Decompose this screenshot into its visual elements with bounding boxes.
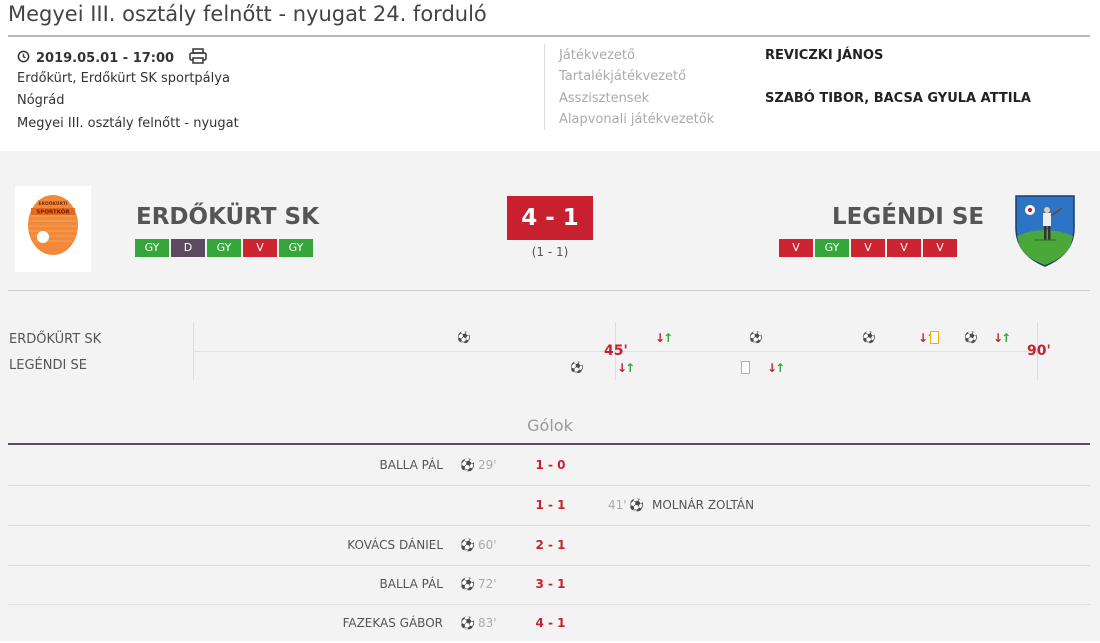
substitution-icon[interactable]: ↓↑ xyxy=(617,361,635,375)
goal-ball-icon[interactable]: ⚽ xyxy=(862,331,876,344)
timeline-away-label: LEGÉNDI SE xyxy=(9,358,87,373)
home-team-name[interactable]: ERDŐKÜRT SK xyxy=(136,204,319,230)
timeline-home-label: ERDŐKÜRT SK xyxy=(9,332,102,347)
form-badge: GY xyxy=(135,239,169,257)
goal-ball-icon[interactable]: ⚽ xyxy=(570,361,584,374)
goal-ball-icon: ⚽ xyxy=(460,577,475,591)
goal-home-minute: 83' xyxy=(478,616,497,630)
reserve-referee-label: Tartalékjátékvezető xyxy=(559,69,687,84)
form-badge: V xyxy=(923,239,957,257)
goal-ball-icon: ⚽ xyxy=(629,498,644,512)
goal-ball-icon[interactable]: ⚽ xyxy=(964,331,978,344)
goal-home-minute: 60' xyxy=(478,538,497,552)
form-badge: V xyxy=(243,239,277,257)
goal-away-player[interactable]: MOLNÁR ZOLTÁN xyxy=(652,498,755,512)
line-referees-label: Alapvonali játékvezetők xyxy=(559,112,715,127)
form-badge: V xyxy=(851,239,885,257)
info-divider xyxy=(544,44,545,130)
goal-ball-icon: ⚽ xyxy=(460,538,475,552)
goal-away-minute: 41' xyxy=(608,498,627,512)
assistants-label: Asszisztensek xyxy=(559,91,650,106)
away-team-logo[interactable] xyxy=(1010,190,1080,270)
clock-icon xyxy=(17,50,30,67)
goal-home-player[interactable]: BALLA PÁL xyxy=(379,577,443,591)
match-datetime-row: 2019.05.01 - 17:00 xyxy=(17,48,208,68)
substitution-icon[interactable]: ↓↑ xyxy=(767,361,785,375)
goal-row: KOVÁCS DÁNIEL ⚽ 60' 2 - 1 xyxy=(8,526,1090,566)
substitution-icon[interactable]: ↓↑ xyxy=(655,331,673,345)
final-score: 4 - 1 xyxy=(507,196,593,240)
print-icon[interactable] xyxy=(188,48,208,68)
substitution-icon[interactable]: ↓↑ xyxy=(993,331,1011,345)
timeline-axis xyxy=(194,351,1037,352)
form-badge: V xyxy=(887,239,921,257)
away-team-name[interactable]: LEGÉNDI SE xyxy=(832,204,985,230)
form-badge: GY xyxy=(279,239,313,257)
timeline-end-line xyxy=(1037,322,1038,380)
goal-home-player[interactable]: KOVÁCS DÁNIEL xyxy=(347,538,443,552)
timeline-start-line xyxy=(193,322,194,380)
goal-row: BALLA PÁL ⚽ 29' 1 - 0 xyxy=(8,446,1090,486)
goal-ball-icon: ⚽ xyxy=(460,616,475,630)
goal-ball-icon: ⚽ xyxy=(460,458,475,472)
halftime-score: (1 - 1) xyxy=(531,245,569,259)
header-divider xyxy=(8,290,1090,291)
yellow-card-icon[interactable] xyxy=(930,331,939,344)
assistants-names: SZABÓ TIBOR, BACSA GYULA ATTILA xyxy=(765,91,1031,106)
yellow-card-icon[interactable] xyxy=(741,361,750,374)
home-team-form: GY D GY V GY xyxy=(135,239,313,257)
goal-ball-icon[interactable]: ⚽ xyxy=(749,331,763,344)
goals-section-title: Gólok xyxy=(527,416,573,435)
goal-home-minute: 29' xyxy=(478,458,497,472)
home-team-logo[interactable]: ERDŐKÜRTI SPORTKÖR xyxy=(15,186,91,272)
form-badge: GY xyxy=(815,239,849,257)
form-badge: D xyxy=(171,239,205,257)
goal-running-score: 1 - 0 xyxy=(535,458,566,472)
timeline-full-label: 90' xyxy=(1027,343,1051,359)
goal-row: BALLA PÁL ⚽ 72' 3 - 1 xyxy=(8,565,1090,605)
goal-ball-icon[interactable]: ⚽ xyxy=(457,331,471,344)
match-venue: Erdőkürt, Erdőkürt SK sportpálya xyxy=(17,71,230,86)
goal-home-minute: 72' xyxy=(478,577,497,591)
svg-text:SPORTKÖR: SPORTKÖR xyxy=(36,209,70,216)
match-county: Nógrád xyxy=(17,93,65,108)
match-league: Megyei III. osztály felnőtt - nyugat xyxy=(17,116,239,131)
title-divider xyxy=(8,35,1090,37)
goal-home-player[interactable]: BALLA PÁL xyxy=(379,458,443,472)
away-team-form: V GY V V V xyxy=(779,239,957,257)
goal-row: FAZEKAS GÁBOR ⚽ 83' 4 - 1 xyxy=(8,604,1090,643)
svg-text:ERDŐKÜRTI: ERDŐKÜRTI xyxy=(38,200,67,207)
goal-running-score: 3 - 1 xyxy=(535,577,566,591)
goal-running-score: 1 - 1 xyxy=(535,498,566,512)
goal-running-score: 2 - 1 xyxy=(535,538,566,552)
timeline-half-label: 45' xyxy=(604,343,628,359)
form-badge: V xyxy=(779,239,813,257)
match-datetime: 2019.05.01 - 17:00 xyxy=(36,50,175,66)
goals-section-divider xyxy=(8,443,1090,445)
goal-home-player[interactable]: FAZEKAS GÁBOR xyxy=(342,616,443,630)
page-title: Megyei III. osztály felnőtt - nyugat 24.… xyxy=(8,2,487,26)
goal-row: 1 - 1 41' ⚽ MOLNÁR ZOLTÁN xyxy=(8,486,1090,526)
form-badge: GY xyxy=(207,239,241,257)
referee-label: Játékvezető xyxy=(559,48,635,63)
goal-running-score: 4 - 1 xyxy=(535,616,566,630)
referee-name: REVICZKI JÁNOS xyxy=(765,48,884,63)
